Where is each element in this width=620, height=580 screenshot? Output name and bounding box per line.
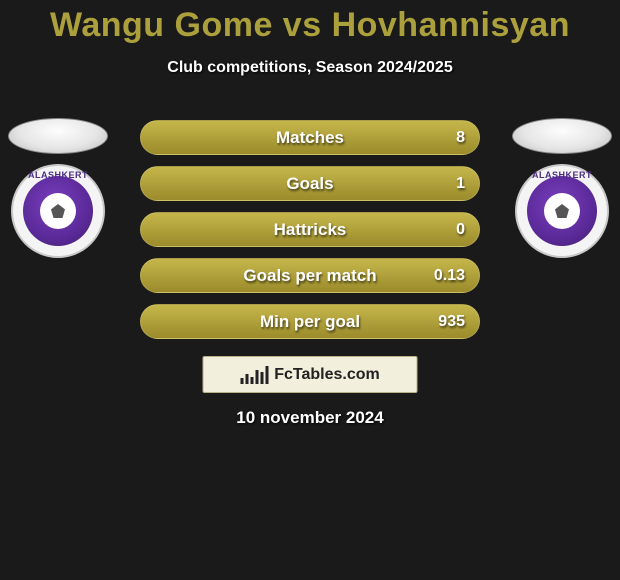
page-title: Wangu Gome vs Hovhannisyan [0, 0, 620, 45]
stat-value-right: 8 [456, 129, 465, 147]
stat-row: Min per goal 935 [140, 304, 480, 339]
club-logo-right: ALASHKERT [515, 164, 609, 258]
stat-value-right: 935 [438, 313, 465, 331]
subtitle: Club competitions, Season 2024/2025 [0, 59, 620, 77]
club-logo-right-inner [527, 176, 597, 246]
stat-label: Matches [276, 128, 344, 148]
stat-row: Goals per match 0.13 [140, 258, 480, 293]
club-logo-left: ALASHKERT [11, 164, 105, 258]
date-text: 10 november 2024 [0, 408, 620, 428]
stat-row: Goals 1 [140, 166, 480, 201]
fctables-label: FcTables.com [274, 366, 380, 384]
stat-value-right: 0 [456, 221, 465, 239]
stat-label: Min per goal [260, 312, 360, 332]
stat-row: Matches 8 [140, 120, 480, 155]
player-left-block: ALASHKERT [8, 118, 108, 258]
stat-value-right: 1 [456, 175, 465, 193]
football-icon [544, 193, 580, 229]
stat-row: Hattricks 0 [140, 212, 480, 247]
fctables-badge[interactable]: FcTables.com [203, 356, 418, 393]
infographic-root: Wangu Gome vs Hovhannisyan Club competit… [0, 0, 620, 580]
stat-label: Goals per match [243, 266, 376, 286]
club-logo-left-inner [23, 176, 93, 246]
club-name-right: ALASHKERT [517, 170, 607, 180]
player-right-ellipse [512, 118, 612, 154]
stat-label: Hattricks [274, 220, 347, 240]
football-icon [40, 193, 76, 229]
player-left-ellipse [8, 118, 108, 154]
club-name-left: ALASHKERT [13, 170, 103, 180]
stats-table: Matches 8 Goals 1 Hattricks 0 Goals per … [140, 120, 480, 350]
stat-label: Goals [286, 174, 333, 194]
player-right-block: ALASHKERT [512, 118, 612, 258]
stat-value-right: 0.13 [434, 267, 465, 285]
bars-icon [240, 366, 268, 384]
